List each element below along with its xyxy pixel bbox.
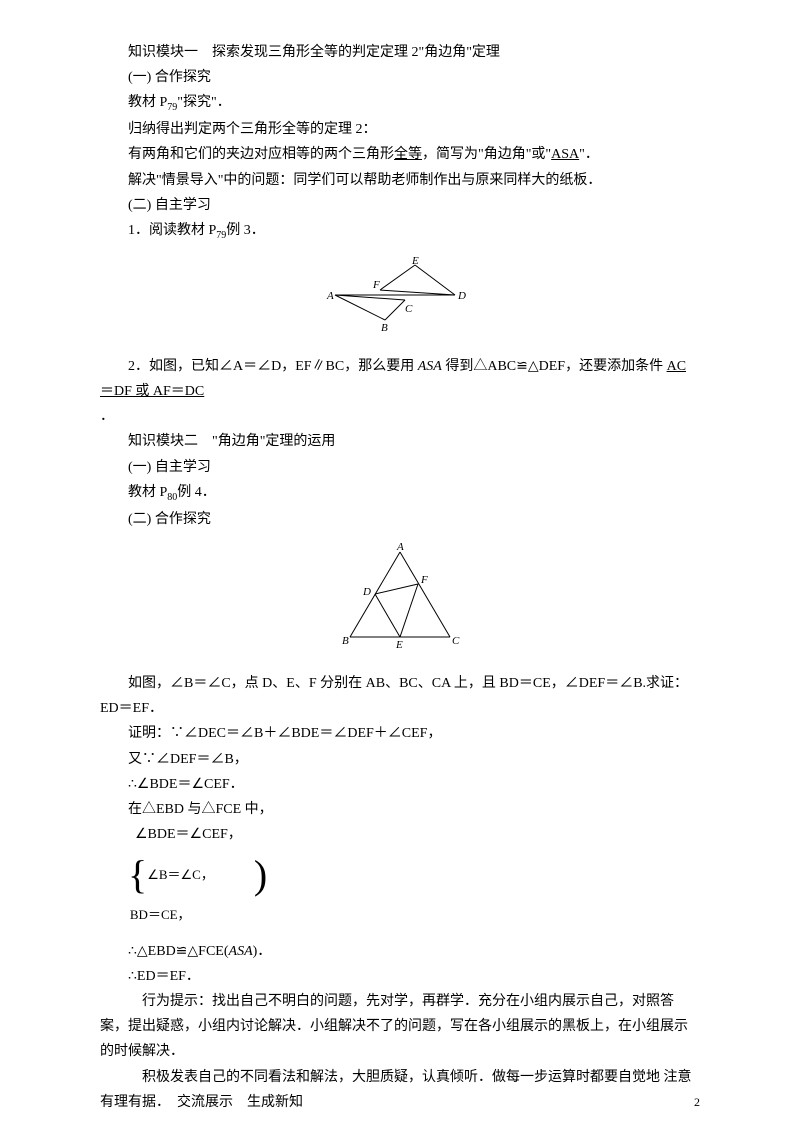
theorem-intro: 归纳得出判定两个三角形全等的定理 2：	[100, 117, 700, 142]
module2-title: 知识模块二 "角边角"定理的运用	[100, 429, 700, 454]
page-sub: 79	[167, 102, 177, 113]
module1-title: 知识模块一 探索发现三角形全等的判定定理 2"角边角"定理	[100, 40, 700, 65]
problem-2-cont: ．	[100, 404, 700, 429]
label-d: D	[457, 290, 466, 302]
figure-2: A B C D E F	[100, 542, 700, 661]
label-a: A	[396, 542, 404, 553]
page-sub: 79	[216, 230, 226, 241]
sec-1-1: (一) 合作探究	[100, 65, 700, 90]
proof-line-4: 在△EBD 与△FCE 中，	[100, 797, 700, 822]
text: 1．阅读教材 P	[128, 223, 216, 238]
proof-conclusion-2: ∴ED＝EF．	[100, 964, 700, 989]
brace-bottom: BD＝CE，	[130, 903, 700, 926]
text: "．	[579, 147, 599, 162]
proof-line-3: ∴∠BDE＝∠CEF．	[100, 772, 700, 797]
brace-system: { ∠B＝∠C， )	[128, 855, 700, 895]
scenario-solve: 解决"情景导入"中的问题：同学们可以帮助老师制作出与原来同样大的纸板．	[100, 168, 700, 193]
text: "探究"．	[177, 95, 230, 110]
text: 有两角和它们的夹边对应相等的两个三角形	[128, 147, 394, 162]
label-f: F	[420, 574, 428, 586]
brace-top: ∠BDE＝∠CEF，	[107, 822, 700, 847]
page-sub: 80	[167, 492, 177, 503]
answer-underline-cont: ．	[100, 409, 114, 424]
label-e: E	[395, 639, 403, 651]
sec-2-1: (一) 自主学习	[100, 455, 700, 480]
brace-left: {	[128, 855, 147, 895]
underline-asa: ASA	[551, 147, 579, 162]
brace-right: )	[254, 855, 267, 895]
text: ，简写为"角边角"或"	[422, 147, 551, 162]
sec-2-2: (二) 合作探究	[100, 507, 700, 532]
text: 例 4．	[177, 485, 216, 500]
label-e: E	[411, 255, 419, 267]
text: 2．如图，已知∠A＝∠D，EF∥BC，那么要用	[128, 359, 418, 374]
brace-mid: ∠B＝∠C，	[147, 866, 214, 884]
proof-line-2: 又∵∠DEF＝∠B，	[100, 747, 700, 772]
label-b: B	[381, 322, 388, 334]
label-c: C	[405, 303, 413, 315]
read-ex3: 1．阅读教材 P79例 3．	[100, 218, 700, 245]
text: 例 3．	[226, 223, 265, 238]
page-number: 2	[694, 1092, 700, 1114]
label-a: A	[326, 290, 334, 302]
textbook-ref-2: 教材 P80例 4．	[100, 480, 700, 507]
label-b: B	[342, 635, 349, 647]
asa-italic: ASA	[229, 944, 253, 959]
text: 得到△ABC≌△DEF，还要添加条件	[442, 359, 667, 374]
label-c: C	[452, 635, 460, 647]
asa-italic: ASA	[418, 359, 442, 374]
label-d: D	[362, 586, 371, 598]
text: )．	[253, 944, 272, 959]
problem-2: 2．如图，已知∠A＝∠D，EF∥BC，那么要用 ASA 得到△ABC≌△DEF，…	[100, 354, 700, 404]
theorem-statement: 有两角和它们的夹边对应相等的两个三角形全等，简写为"角边角"或"ASA"．	[100, 142, 700, 167]
behavior-hint-1: 行为提示：找出自己不明白的问题，先对学，再群学．充分在小组内展示自己，对照答案，…	[100, 989, 700, 1065]
sec-1-2: (二) 自主学习	[100, 193, 700, 218]
text: ∴△EBD≌△FCE(	[128, 944, 229, 959]
proof-problem: 如图，∠B＝∠C，点 D、E、F 分别在 AB、BC、CA 上，且 BD＝CE，…	[100, 671, 700, 721]
textbook-ref-1: 教材 P79"探究"．	[100, 90, 700, 117]
figure-1: A B C D E F	[100, 255, 700, 344]
behavior-hint-2: 积极发表自己的不同看法和解法，大胆质疑，认真倾听．做每一步运算时都要自觉地 注意…	[100, 1065, 700, 1115]
text: 教材 P	[128, 485, 167, 500]
proof-line-1: 证明：∵∠DEC＝∠B＋∠BDE＝∠DEF＋∠CEF，	[100, 721, 700, 746]
underline-congruent: 全等	[394, 147, 422, 162]
text: 教材 P	[128, 95, 167, 110]
proof-conclusion-1: ∴△EBD≌△FCE(ASA)．	[100, 939, 700, 964]
label-f: F	[372, 279, 380, 291]
